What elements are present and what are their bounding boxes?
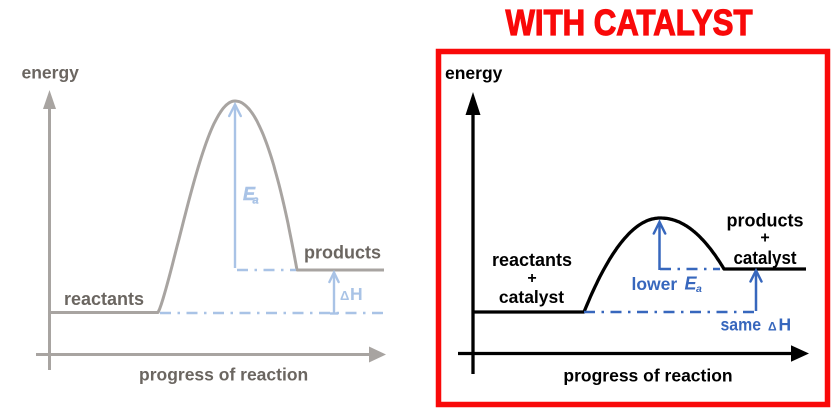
svg-text:products: products — [304, 243, 381, 263]
svg-text:+: + — [527, 270, 536, 287]
svg-text:a: a — [253, 195, 259, 207]
svg-text:same: same — [721, 315, 762, 335]
svg-text:E: E — [243, 184, 256, 204]
svg-text:WITH CATALYST: WITH CATALYST — [506, 2, 753, 43]
svg-text:Δ: Δ — [768, 320, 777, 334]
svg-text:reactants: reactants — [492, 250, 572, 270]
svg-text:E: E — [685, 274, 698, 294]
svg-text:H: H — [779, 315, 792, 335]
svg-text:energy: energy — [22, 63, 80, 83]
svg-text:catalyst: catalyst — [499, 287, 564, 307]
svg-text:progress of reaction: progress of reaction — [139, 365, 308, 385]
svg-text:catalyst: catalyst — [734, 248, 797, 268]
svg-text:+: + — [760, 230, 769, 247]
svg-text:energy: energy — [445, 63, 503, 83]
svg-text:H: H — [350, 284, 363, 304]
svg-text:a: a — [696, 283, 702, 295]
svg-text:lower: lower — [632, 274, 678, 294]
svg-text:Δ: Δ — [340, 288, 349, 303]
svg-text:progress of reaction: progress of reaction — [563, 366, 732, 386]
svg-text:products: products — [726, 211, 803, 231]
svg-text:reactants: reactants — [64, 289, 144, 309]
